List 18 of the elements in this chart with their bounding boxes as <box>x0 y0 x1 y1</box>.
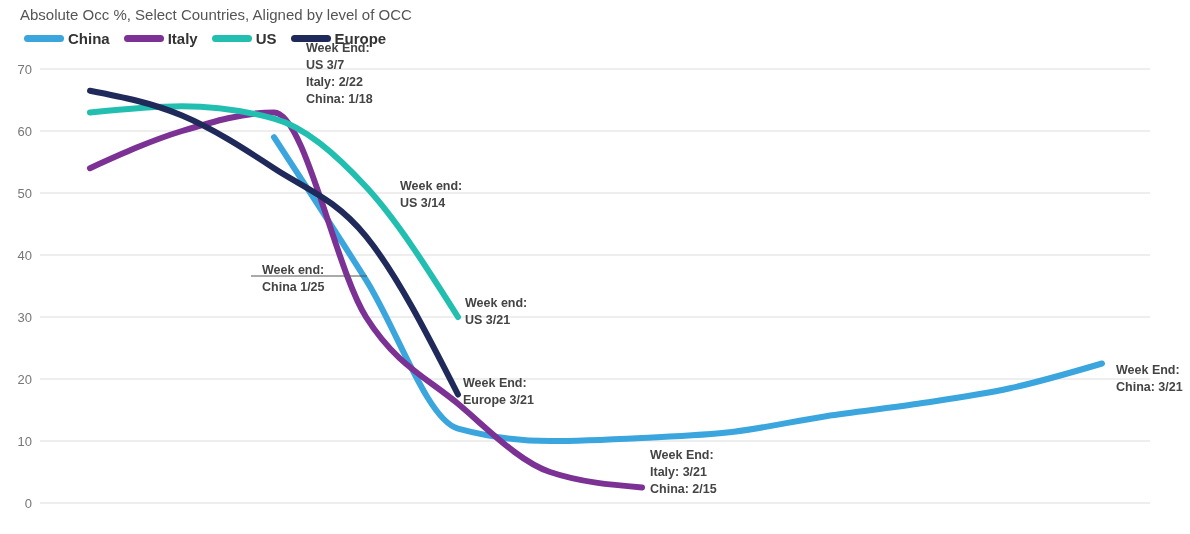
annotation: Week end: China 1/25 <box>262 262 325 296</box>
y-tick-label: 10 <box>17 433 32 449</box>
y-tick-label: 20 <box>17 371 32 387</box>
y-tick-label: 40 <box>17 247 32 263</box>
y-tick-label: 50 <box>17 185 32 201</box>
legend-label: Italy <box>167 30 198 47</box>
y-tick-label: 70 <box>17 61 32 77</box>
annotation: Week End: Europe 3/21 <box>463 375 534 409</box>
annotation: Week End: China: 3/21 <box>1116 362 1183 396</box>
y-tick-label: 0 <box>24 495 32 511</box>
chart-title: Absolute Occ %, Select Countries, Aligned by level of OCC <box>20 6 412 23</box>
annotation: Week end: US 3/14 <box>400 178 463 212</box>
legend-label: US <box>255 30 277 47</box>
annotation: Week End: Italy: 3/21 China: 2/15 <box>650 447 717 498</box>
legend-label: China <box>68 30 110 47</box>
y-tick-label: 30 <box>17 309 32 325</box>
y-tick-label: 60 <box>17 123 32 139</box>
annotation: Week end: US 3/21 <box>465 295 528 329</box>
